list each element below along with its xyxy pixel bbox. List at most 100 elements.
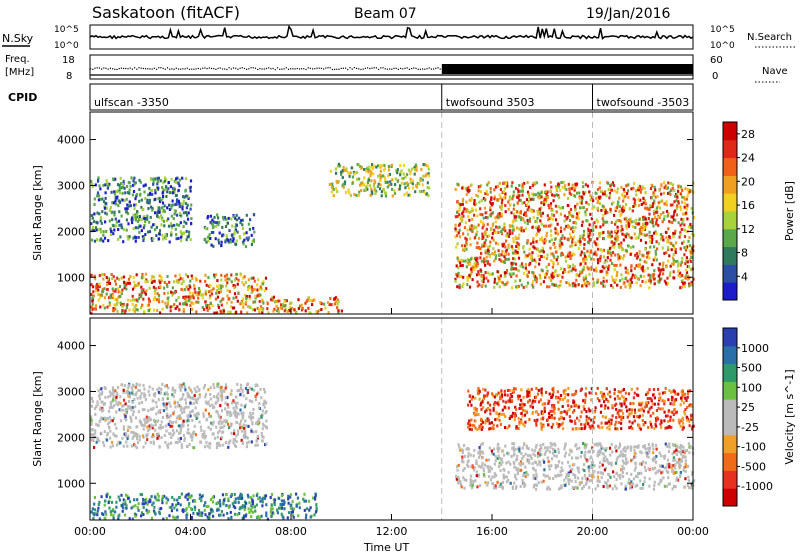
heatmap-cell bbox=[574, 226, 576, 229]
heatmap-cell bbox=[138, 179, 140, 182]
heatmap-cell bbox=[284, 300, 286, 303]
heatmap-cell bbox=[302, 307, 304, 310]
heatmap-cell bbox=[575, 269, 577, 272]
heatmap-cell bbox=[633, 477, 635, 480]
heatmap-cell bbox=[262, 282, 264, 285]
heatmap-cell bbox=[653, 232, 655, 235]
heatmap-cell bbox=[129, 500, 131, 503]
heatmap-cell bbox=[684, 229, 686, 232]
heatmap-cell bbox=[173, 303, 175, 306]
heatmap-cell bbox=[164, 188, 166, 191]
heatmap-cell bbox=[602, 219, 604, 222]
heatmap-cell bbox=[256, 393, 258, 396]
heatmap-cell bbox=[251, 400, 253, 403]
heatmap-cell bbox=[671, 262, 673, 265]
heatmap-cell bbox=[156, 309, 158, 312]
heatmap-cell bbox=[653, 212, 655, 215]
heatmap-cell bbox=[247, 425, 249, 428]
heatmap-cell bbox=[174, 203, 176, 206]
heatmap-cell bbox=[408, 169, 410, 172]
heatmap-cell bbox=[685, 463, 687, 466]
heatmap-cell bbox=[169, 241, 171, 244]
heatmap-cell bbox=[422, 183, 424, 186]
heatmap-cell bbox=[482, 226, 484, 229]
heatmap-cell bbox=[152, 433, 154, 436]
heatmap-cell bbox=[370, 179, 372, 182]
heatmap-cell bbox=[274, 503, 276, 506]
heatmap-cell bbox=[664, 485, 666, 488]
heatmap-cell bbox=[604, 221, 606, 224]
freq-label-1: Freq. bbox=[5, 54, 30, 65]
heatmap-cell bbox=[143, 418, 145, 421]
heatmap-cell bbox=[644, 248, 646, 251]
heatmap-cell bbox=[602, 223, 604, 226]
heatmap-cell bbox=[690, 260, 692, 263]
heatmap-cell bbox=[620, 273, 622, 276]
freq-point bbox=[253, 67, 254, 68]
heatmap-cell bbox=[186, 445, 188, 448]
heatmap-cell bbox=[257, 444, 259, 447]
heatmap-cell bbox=[277, 300, 279, 303]
heatmap-cell bbox=[200, 429, 202, 432]
heatmap-cell bbox=[102, 290, 104, 293]
heatmap-cell bbox=[136, 433, 138, 436]
heatmap-cell bbox=[558, 196, 560, 199]
heatmap-cell bbox=[236, 214, 238, 217]
heatmap-cell bbox=[601, 282, 603, 285]
heatmap-cell bbox=[544, 198, 546, 201]
heatmap-cell bbox=[251, 234, 253, 237]
heatmap-cell bbox=[180, 503, 182, 506]
heatmap-cell bbox=[483, 277, 485, 280]
heatmap-cell bbox=[684, 477, 686, 480]
heatmap-cell bbox=[329, 297, 331, 300]
heatmap-cell bbox=[599, 259, 601, 262]
colorbar-tick-label: 8 bbox=[741, 247, 748, 260]
heatmap-cell bbox=[250, 515, 252, 518]
heatmap-cell bbox=[619, 264, 621, 267]
heatmap-cell bbox=[505, 240, 507, 243]
heatmap-cell bbox=[161, 420, 163, 423]
heatmap-cell bbox=[218, 508, 220, 511]
heatmap-cell bbox=[154, 198, 156, 201]
freq-point bbox=[112, 68, 113, 69]
heatmap-cell bbox=[110, 206, 112, 209]
heatmap-cell bbox=[128, 278, 130, 281]
heatmap-cell bbox=[667, 260, 669, 263]
heatmap-cell bbox=[112, 398, 114, 401]
heatmap-cell bbox=[170, 204, 172, 207]
heatmap-cell bbox=[538, 263, 540, 266]
heatmap-cell bbox=[128, 181, 130, 184]
heatmap-cell bbox=[484, 264, 486, 267]
heatmap-cell bbox=[313, 298, 315, 301]
heatmap-cell bbox=[127, 238, 129, 241]
heatmap-cell bbox=[385, 195, 387, 198]
heatmap-cell bbox=[480, 275, 482, 278]
heatmap-cell bbox=[618, 245, 620, 248]
heatmap-cell bbox=[256, 440, 258, 443]
heatmap-cell bbox=[508, 235, 510, 238]
heatmap-cell bbox=[245, 281, 247, 284]
heatmap-cell bbox=[454, 227, 456, 230]
heatmap-cell bbox=[483, 258, 485, 261]
heatmap-cell bbox=[197, 297, 199, 300]
heatmap-cell bbox=[237, 433, 239, 436]
heatmap-cell bbox=[177, 502, 179, 505]
heatmap-cell bbox=[310, 516, 312, 519]
heatmap-cell bbox=[646, 207, 648, 210]
heatmap-cell bbox=[592, 229, 594, 232]
heatmap-cell bbox=[639, 250, 641, 253]
heatmap-cell bbox=[205, 241, 207, 244]
heatmap-cell bbox=[188, 432, 190, 435]
heatmap-cell bbox=[212, 510, 214, 513]
freq-point bbox=[163, 68, 164, 69]
heatmap-cell bbox=[391, 178, 393, 181]
heatmap-cell bbox=[114, 308, 116, 311]
heatmap-cell bbox=[188, 235, 190, 238]
freq-point bbox=[121, 68, 122, 69]
heatmap-cell bbox=[589, 223, 591, 226]
nsky-right-tick-bottom: 10^0 bbox=[710, 41, 735, 51]
heatmap-cell bbox=[126, 408, 128, 411]
heatmap-cell bbox=[234, 439, 236, 442]
heatmap-cell bbox=[112, 177, 114, 180]
heatmap-cell bbox=[584, 210, 586, 213]
